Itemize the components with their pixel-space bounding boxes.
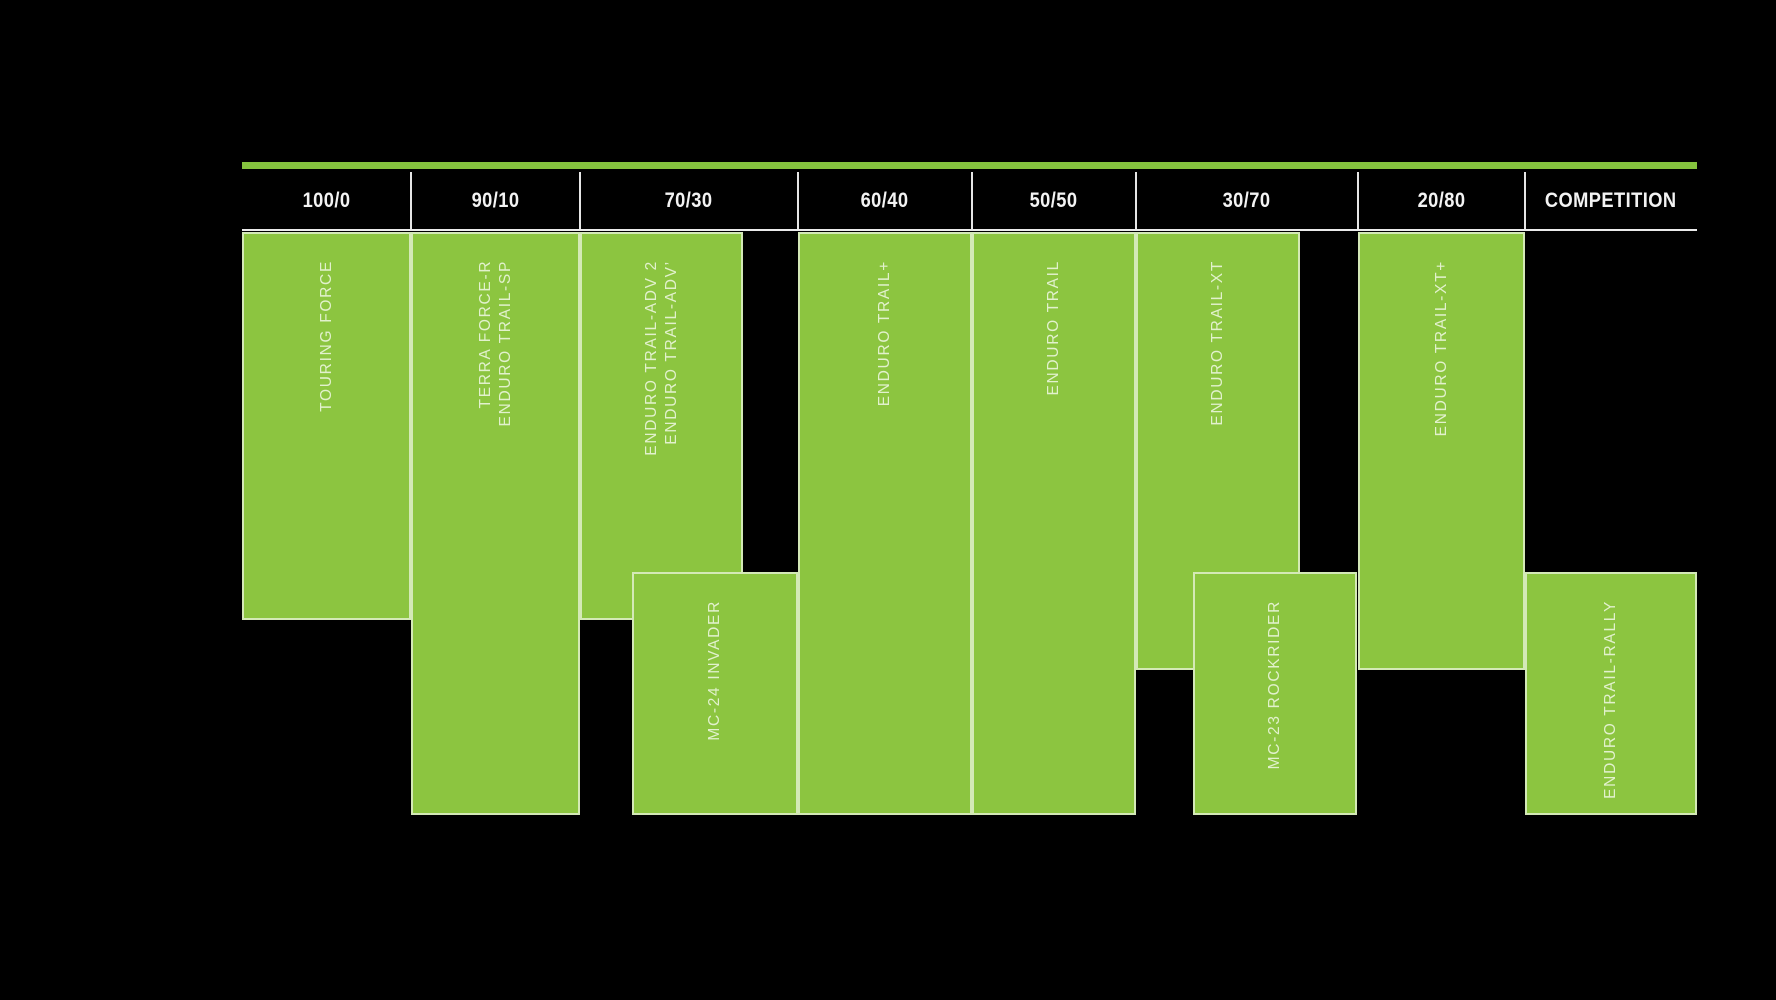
bar-label-line: MC-24 INVADER: [706, 600, 723, 741]
bar-label-line: ENDURO TRAIL+: [876, 260, 893, 407]
bar-label-terra-force-r: TERRA FORCE-R ENDURO TRAIL-SP: [476, 260, 516, 426]
bar-label-line: ENDURO TRAIL-ADV 2: [642, 260, 660, 456]
header-divider: [1524, 172, 1526, 229]
header-divider: [579, 172, 581, 229]
bar-enduro-trail-plus: ENDURO TRAIL+: [798, 232, 972, 815]
bar-label-line: ENDURO TRAIL-RALLY: [1602, 600, 1619, 799]
category-label: 90/10: [471, 188, 520, 212]
category-cell-50-50: 50/50: [971, 170, 1136, 231]
bar-touring-force: TOURING FORCE: [242, 232, 411, 620]
bar-label-line: ENDURO TRAIL: [1045, 260, 1062, 396]
bar-enduro-trail-rally: ENDURO TRAIL-RALLY: [1525, 572, 1697, 815]
category-label: COMPETITION: [1545, 188, 1677, 212]
bar-label-enduro-trail-adv: ENDURO TRAIL-ADV 2 ENDURO TRAIL-ADV’: [642, 260, 682, 456]
category-label: 70/30: [665, 188, 713, 212]
category-cell-competition: COMPETITION: [1524, 170, 1697, 231]
bar-enduro-trail-adv: ENDURO TRAIL-ADV 2 ENDURO TRAIL-ADV’: [580, 232, 743, 620]
category-cell-90-10: 90/10: [410, 170, 580, 231]
bar-label-mc-24-invader: MC-24 INVADER: [705, 600, 725, 741]
bar-label-touring-force: TOURING FORCE: [317, 260, 337, 412]
category-cell-70-30: 70/30: [579, 170, 798, 231]
header-divider: [410, 172, 412, 229]
category-cell-20-80: 20/80: [1357, 170, 1525, 231]
category-label: 60/40: [861, 188, 909, 212]
bar-label-enduro-trail-xt-plus: ENDURO TRAIL-XT+: [1432, 260, 1452, 436]
header-baseline: [242, 229, 1697, 231]
category-label: 30/70: [1223, 188, 1271, 212]
category-cell-100-0: 100/0: [242, 170, 411, 231]
bar-label-line: MC-23 ROCKRIDER: [1266, 600, 1283, 770]
bar-label-mc-23-rockrider: MC-23 ROCKRIDER: [1265, 600, 1285, 769]
bar-label-line: ENDURO TRAIL-XT+: [1432, 260, 1450, 437]
bar-label-enduro-trail-rally: ENDURO TRAIL-RALLY: [1601, 600, 1621, 799]
header-divider: [1135, 172, 1137, 229]
bar-label-enduro-trail-plus: ENDURO TRAIL+: [875, 260, 895, 406]
bar-label-line: ENDURO TRAIL-ADV’: [662, 260, 680, 445]
bar-enduro-trail: ENDURO TRAIL: [972, 232, 1136, 815]
bar-label-line: ENDURO TRAIL-SP: [496, 260, 514, 427]
bar-enduro-trail-xt-plus: ENDURO TRAIL-XT+: [1358, 232, 1525, 670]
bar-label-line: ENDURO TRAIL-XT: [1209, 260, 1226, 426]
bar-label-enduro-trail: ENDURO TRAIL: [1044, 260, 1064, 396]
bar-label-line: TERRA FORCE-R: [476, 260, 494, 409]
header-divider: [797, 172, 799, 229]
category-label: 50/50: [1030, 188, 1078, 212]
bar-label-line: TOURING FORCE: [317, 260, 335, 412]
header-divider: [971, 172, 973, 229]
bar-mc-23-rockrider: MC-23 ROCKRIDER: [1193, 572, 1357, 815]
category-label: 100/0: [302, 188, 351, 212]
category-label: 20/80: [1417, 188, 1466, 212]
category-cell-60-40: 60/40: [797, 170, 972, 231]
header-divider: [1357, 172, 1359, 229]
bar-label-enduro-trail-xt: ENDURO TRAIL-XT: [1208, 260, 1228, 426]
bar-terra-force-r: TERRA FORCE-R ENDURO TRAIL-SP: [411, 232, 580, 815]
chart-top-accent-line: [242, 162, 1697, 169]
category-cell-30-70: 30/70: [1135, 170, 1358, 231]
bar-mc-24-invader: MC-24 INVADER: [632, 572, 798, 815]
